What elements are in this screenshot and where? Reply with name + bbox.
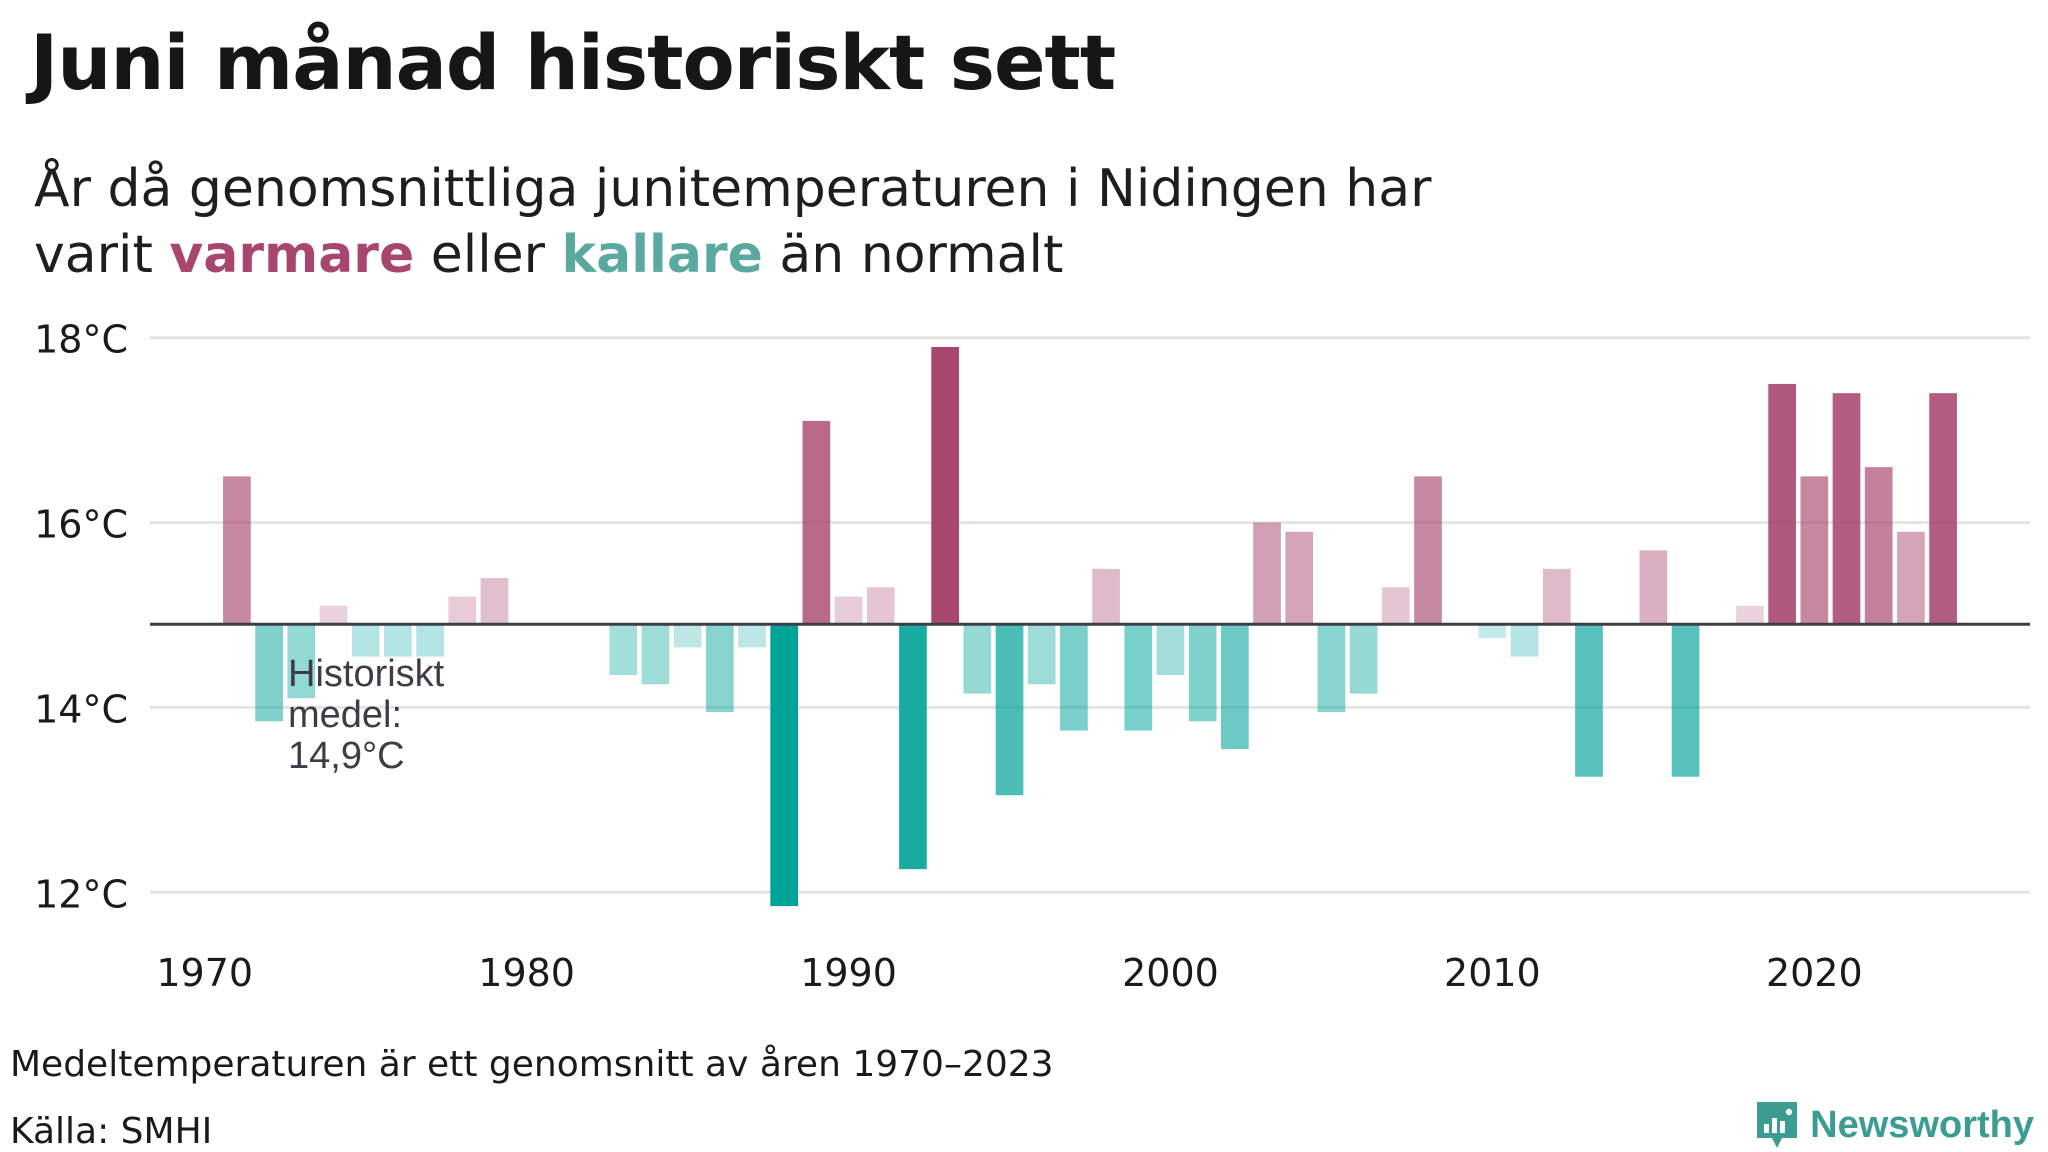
annotation-line: Historiskt — [288, 653, 445, 695]
x-tick-label: 1970 — [156, 951, 253, 995]
x-tick-label: 1980 — [478, 951, 575, 995]
bar-2004 — [1285, 531, 1314, 625]
bar-1988 — [770, 624, 799, 907]
bar-2013 — [1575, 624, 1603, 777]
bar-2022 — [1864, 467, 1893, 625]
bar-1995 — [995, 624, 1024, 796]
newsworthy-logo-icon — [1757, 1102, 1798, 1148]
bar-1990 — [834, 596, 863, 625]
subtitle-post: än normalt — [779, 225, 1064, 285]
chart-title: Juni månad historiskt sett — [30, 18, 1116, 107]
bar-1979 — [480, 578, 509, 625]
brand-logo: Newsworthy — [1754, 1100, 2034, 1150]
bar-1977 — [416, 624, 444, 657]
subtitle-mid: eller — [430, 225, 546, 285]
x-tick-label: 2000 — [1122, 951, 1219, 995]
bar-1998 — [1092, 568, 1120, 625]
bar-2021 — [1832, 393, 1861, 625]
bar-1999 — [1124, 624, 1153, 731]
bar-2006 — [1349, 624, 1378, 694]
bar-2000 — [1156, 624, 1185, 676]
y-tick-label: 16°C — [34, 503, 128, 547]
annotation-line: 14,9°C — [288, 735, 405, 777]
bar-2010 — [1478, 624, 1507, 639]
bar-1985 — [673, 624, 702, 648]
bar-2003 — [1253, 522, 1281, 625]
bar-1983 — [609, 624, 638, 676]
x-tick-label: 2010 — [1444, 951, 1541, 995]
annotation-line: medel: — [288, 694, 402, 736]
footnote: Medeltemperaturen är ett genomsnitt av å… — [10, 1044, 1054, 1085]
bar-1984 — [641, 624, 670, 685]
source-note: Källa: SMHI — [10, 1111, 213, 1152]
chart-subtitle: År då genomsnittliga junitemperaturen i … — [34, 156, 1431, 288]
baseline-annotation: Historiskt medel: 14,9°C — [288, 653, 445, 777]
x-tick-label: 2020 — [1766, 951, 1863, 995]
bar-1973 — [287, 624, 316, 699]
bar-1994 — [963, 624, 992, 694]
bar-2012 — [1542, 568, 1571, 625]
x-tick-label: 1990 — [800, 951, 897, 995]
y-tick-label: 18°C — [34, 318, 128, 362]
y-tick-label: 14°C — [34, 687, 128, 731]
bar-1986 — [705, 624, 734, 713]
bar-2020 — [1800, 476, 1829, 625]
bar-2019 — [1768, 383, 1796, 625]
bar-2015 — [1639, 550, 1668, 625]
bar-2002 — [1221, 624, 1249, 750]
bar-1971 — [223, 476, 251, 625]
bar-chart: 12°C 14°C 16°C 18°C 1970 1980 1990 2000 2010 2020… — [34, 318, 2030, 995]
bar-2024 — [1929, 393, 1957, 625]
bar-1974 — [319, 605, 348, 625]
subtitle-pre: varit — [34, 225, 153, 285]
bar-1989 — [802, 420, 831, 625]
bar-1991 — [866, 587, 895, 625]
bar-1997 — [1060, 624, 1088, 731]
bar-2023 — [1897, 531, 1925, 625]
bar-2005 — [1317, 624, 1346, 713]
y-tick-label: 12°C — [34, 872, 128, 916]
subtitle-line1: År då genomsnittliga junitemperaturen i … — [34, 159, 1432, 219]
bar-1972 — [255, 624, 283, 722]
bar-1976 — [384, 624, 412, 657]
bar-2011 — [1510, 624, 1539, 657]
bar-2016 — [1671, 624, 1700, 777]
bar-2018 — [1736, 605, 1764, 625]
bar-2001 — [1188, 624, 1217, 722]
bar-2008 — [1414, 476, 1442, 625]
bar-1987 — [738, 624, 766, 648]
bar-1996 — [1027, 624, 1056, 685]
bar-1992 — [899, 624, 927, 870]
bar-1975 — [351, 624, 380, 657]
brand-name: Newsworthy — [1810, 1103, 2034, 1146]
bar-2007 — [1381, 587, 1410, 625]
subtitle-cold-word: kallare — [561, 225, 763, 285]
bar-1978 — [448, 596, 477, 625]
subtitle-warm-word: varmare — [169, 225, 415, 285]
bar-1993 — [931, 346, 959, 625]
